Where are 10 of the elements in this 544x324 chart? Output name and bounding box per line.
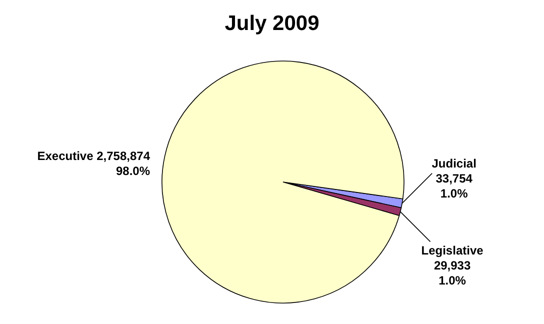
slice-label: Legislative [421,244,484,258]
slice-label: Judicial [432,156,476,170]
text: 1.0% [440,186,468,200]
data-label: 33,754 [436,171,473,186]
text: 98.0% [116,164,150,178]
slice-label: Executive 2,758,874 [37,149,150,163]
data-label: 29,933 [434,258,471,273]
chart-title: July 2009 [224,12,320,35]
text: 1.0% [438,274,466,288]
pie-slice [162,60,404,304]
